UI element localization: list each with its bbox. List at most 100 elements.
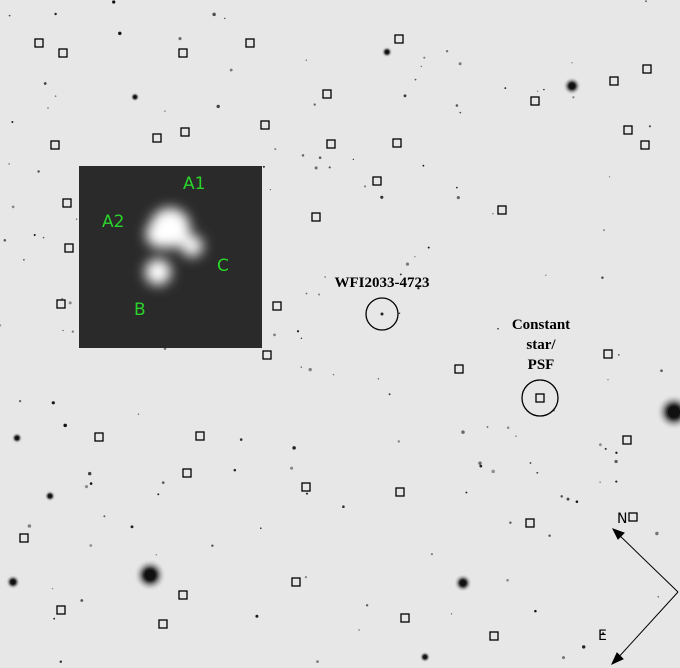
star bbox=[506, 579, 509, 582]
star bbox=[358, 629, 359, 630]
star bbox=[342, 505, 345, 508]
component-label: B bbox=[134, 300, 146, 320]
star bbox=[423, 57, 425, 59]
bright-star-core bbox=[145, 570, 156, 581]
star bbox=[52, 401, 55, 404]
star bbox=[492, 213, 493, 214]
star bbox=[324, 276, 325, 277]
star bbox=[306, 60, 307, 61]
star bbox=[103, 515, 105, 517]
star bbox=[333, 374, 334, 375]
star bbox=[297, 330, 299, 332]
star bbox=[423, 165, 425, 167]
sky-image: A1 A2 B C WFI2033-4723 Constant star/ PS… bbox=[0, 0, 680, 668]
bright-star-core bbox=[385, 50, 389, 54]
reference-label: star/ bbox=[526, 337, 556, 353]
star bbox=[459, 62, 462, 65]
star bbox=[329, 166, 331, 168]
star bbox=[302, 154, 305, 157]
star bbox=[414, 256, 415, 257]
star bbox=[389, 393, 391, 395]
star bbox=[459, 112, 461, 114]
star bbox=[655, 532, 658, 535]
component-label: A1 bbox=[183, 174, 205, 194]
star bbox=[599, 443, 602, 446]
reference-label: Constant bbox=[512, 317, 570, 333]
star bbox=[55, 95, 57, 97]
star bbox=[615, 452, 617, 454]
reference-label: PSF bbox=[528, 357, 555, 373]
star bbox=[37, 170, 39, 172]
star bbox=[366, 604, 368, 606]
star bbox=[23, 259, 25, 261]
star bbox=[63, 424, 67, 428]
star bbox=[491, 470, 495, 474]
star bbox=[255, 615, 258, 618]
star bbox=[260, 527, 262, 529]
star bbox=[274, 148, 276, 150]
star bbox=[9, 15, 11, 17]
star bbox=[378, 378, 380, 380]
star bbox=[290, 467, 293, 470]
star bbox=[316, 660, 319, 663]
star bbox=[609, 176, 610, 177]
target-label: WFI2033-4723 bbox=[335, 275, 430, 291]
star bbox=[156, 554, 158, 556]
star bbox=[89, 544, 92, 547]
star bbox=[305, 576, 307, 578]
star bbox=[314, 103, 316, 105]
star bbox=[318, 293, 320, 295]
star bbox=[43, 237, 45, 239]
star bbox=[4, 239, 7, 242]
star bbox=[53, 618, 55, 620]
bright-star-core bbox=[11, 580, 16, 585]
star bbox=[649, 125, 651, 127]
star bbox=[465, 492, 467, 494]
star bbox=[315, 166, 318, 169]
star bbox=[645, 0, 647, 2]
star bbox=[537, 91, 539, 93]
star bbox=[618, 354, 620, 356]
star bbox=[72, 331, 74, 333]
star bbox=[507, 426, 510, 429]
star bbox=[76, 218, 77, 219]
star bbox=[456, 187, 458, 189]
star bbox=[399, 313, 401, 315]
star bbox=[536, 472, 538, 474]
star bbox=[461, 430, 465, 434]
star bbox=[534, 610, 537, 613]
star bbox=[406, 263, 409, 266]
star bbox=[28, 524, 32, 528]
star bbox=[306, 493, 308, 495]
star bbox=[657, 596, 659, 598]
star bbox=[504, 87, 506, 89]
star bbox=[234, 469, 237, 472]
star bbox=[660, 369, 663, 372]
star bbox=[603, 229, 605, 231]
star bbox=[270, 189, 271, 190]
star bbox=[497, 328, 499, 330]
star bbox=[306, 293, 308, 295]
star bbox=[212, 13, 216, 17]
star bbox=[421, 66, 422, 67]
star bbox=[263, 166, 265, 168]
star bbox=[292, 446, 296, 450]
bright-star-core bbox=[569, 83, 575, 89]
bright-star-core bbox=[423, 655, 427, 659]
star bbox=[614, 460, 617, 463]
star bbox=[224, 18, 225, 19]
star bbox=[112, 0, 115, 3]
star bbox=[428, 247, 430, 249]
star bbox=[509, 522, 511, 524]
star bbox=[164, 110, 166, 112]
star bbox=[157, 493, 159, 495]
star bbox=[431, 553, 433, 555]
star bbox=[69, 301, 72, 304]
star bbox=[301, 338, 302, 339]
star bbox=[85, 485, 88, 488]
bright-star-core bbox=[460, 580, 466, 586]
star bbox=[398, 440, 400, 442]
compass-label: N bbox=[617, 511, 627, 527]
bright-star-core bbox=[15, 436, 19, 440]
star bbox=[230, 69, 233, 72]
